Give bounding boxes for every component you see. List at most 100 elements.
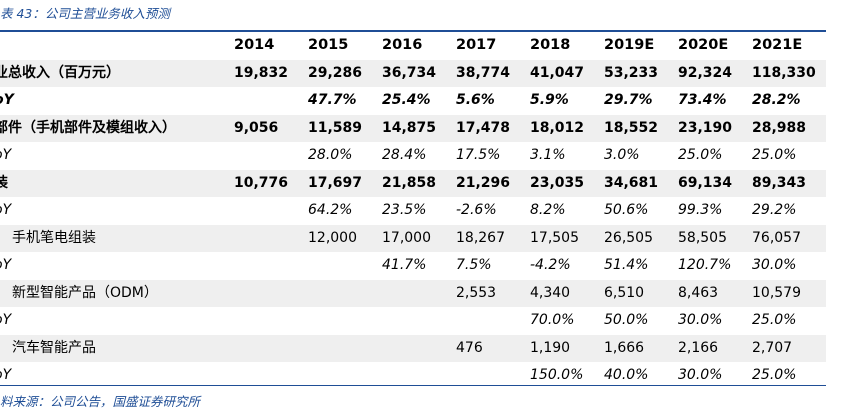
row-label: oY <box>0 147 12 163</box>
table-cell: 89,343 <box>752 174 807 191</box>
table-cell: 50.6% <box>604 202 649 218</box>
row-label: 新型智能产品（ODM） <box>12 284 158 301</box>
row-label: 汽车智能产品 <box>12 339 96 356</box>
table-cell: 73.4% <box>678 92 727 108</box>
table-cell: 25.0% <box>752 312 797 328</box>
table-cell: 69,134 <box>678 174 733 191</box>
row-label: 部件（手机部件及模组收入） <box>0 119 176 136</box>
table-cell: 28.2% <box>752 92 801 108</box>
table-cell: 11,589 <box>308 119 363 136</box>
table-body: 业总收入（百万元） 19,832 29,286 36,734 38,774 41,047 5… <box>0 59 826 390</box>
table-cell: 9,056 <box>234 119 279 136</box>
table-cell: 92,324 <box>678 64 733 81</box>
table-cell: 76,057 <box>752 229 801 246</box>
column-header: 2019E <box>604 37 655 53</box>
column-header: 2017 <box>456 37 497 53</box>
column-header: 2015 <box>308 37 349 53</box>
table-cell: 17.5% <box>456 147 501 163</box>
column-header: 2018 <box>530 37 571 53</box>
table-cell: 18,267 <box>456 229 505 246</box>
table-caption: 表 43：公司主营业务收入预测 <box>0 6 170 21</box>
table-row: oY 150.0% 40.0% 30.0% 25.0% <box>0 362 826 390</box>
revenue-forecast-table: 2014 2015 2016 2017 2018 2019E 2020E 2021E 业总收入… <box>0 32 826 390</box>
table-cell: 8.2% <box>530 202 566 218</box>
table-cell: 40.0% <box>604 367 649 383</box>
row-label: oY <box>0 312 12 328</box>
row-label: 手机笔电组装 <box>12 229 96 246</box>
table-row: oY 64.2% 23.5% -2.6% 8.2% 50.6% 99.3% 29.2% <box>0 197 826 225</box>
table-cell: 5.6% <box>456 92 495 108</box>
table-cell: 70.0% <box>530 312 575 328</box>
table-cell: 51.4% <box>604 257 649 273</box>
table-cell: 30.0% <box>752 257 797 273</box>
table-cell: 28.4% <box>382 147 427 163</box>
row-label: 业总收入（百万元） <box>0 64 120 81</box>
table-cell: 38,774 <box>456 64 511 81</box>
table-cell: 41.7% <box>382 257 427 273</box>
table-cell: 25.0% <box>752 147 797 163</box>
table-cell: 28.0% <box>308 147 353 163</box>
table-cell: 10,579 <box>752 284 801 301</box>
source-note: 料来源：公司公告，国盛证券研究所 <box>0 394 201 409</box>
table-header-row: 2014 2015 2016 2017 2018 2019E 2020E 2021E <box>0 32 826 60</box>
table-cell: 21,858 <box>382 174 437 191</box>
table-cell: 14,875 <box>382 119 437 136</box>
table-row: oY 47.7% 25.4% 5.6% 5.9% 29.7% 73.4% 28.2% <box>0 87 826 115</box>
table-cell: 50.0% <box>604 312 649 328</box>
table-cell: 150.0% <box>530 367 584 383</box>
table-row: 手机笔电组装 12,000 17,000 18,267 17,505 26,505 58,5… <box>0 224 826 252</box>
row-label: oY <box>0 257 12 273</box>
table-bottom-rule <box>0 385 826 386</box>
table-cell: 28,988 <box>752 119 807 136</box>
table-row: oY 28.0% 28.4% 17.5% 3.1% 3.0% 25.0% 25.0% <box>0 142 826 170</box>
table-cell: -4.2% <box>530 257 571 273</box>
table-cell: 476 <box>456 339 483 356</box>
table-cell: 23,190 <box>678 119 733 136</box>
table-cell: 18,012 <box>530 119 585 136</box>
table-cell: 118,330 <box>752 64 816 81</box>
table-cell: 120.7% <box>678 257 732 273</box>
table-cell: 1,666 <box>604 339 645 356</box>
table-row: 汽车智能产品 476 1,190 1,666 2,166 2,707 <box>0 334 826 362</box>
table-cell: 17,000 <box>382 229 431 246</box>
table-top-rule <box>0 30 826 32</box>
table-cell: 4,340 <box>530 284 571 301</box>
column-header: 2020E <box>678 37 729 53</box>
table-cell: 41,047 <box>530 64 585 81</box>
table-row: oY 41.7% 7.5% -4.2% 51.4% 120.7% 30.0% <box>0 252 826 280</box>
table-cell: 17,697 <box>308 174 363 191</box>
table-cell: -2.6% <box>456 202 497 218</box>
table-cell: 23.5% <box>382 202 427 218</box>
row-label: 装 <box>0 174 8 191</box>
table-cell: 2,707 <box>752 339 793 356</box>
table-cell: 25.0% <box>678 147 723 163</box>
table-cell: 8,463 <box>678 284 719 301</box>
table-cell: 23,035 <box>530 174 585 191</box>
row-label: oY <box>0 92 14 108</box>
table-cell: 3.0% <box>604 147 640 163</box>
column-header: 2016 <box>382 37 423 53</box>
table-cell: 30.0% <box>678 312 723 328</box>
table-cell: 99.3% <box>678 202 723 218</box>
column-header: 2014 <box>234 37 275 53</box>
row-label: oY <box>0 367 12 383</box>
table-cell: 29.2% <box>752 202 797 218</box>
table-cell: 18,552 <box>604 119 659 136</box>
table-cell: 53,233 <box>604 64 659 81</box>
table-row: 装 10,776 17,697 21,858 21,296 23,035 34,681 69,… <box>0 169 826 197</box>
table-cell: 6,510 <box>604 284 645 301</box>
table-cell: 2,553 <box>456 284 497 301</box>
table-cell: 2,166 <box>678 339 719 356</box>
table-cell: 7.5% <box>456 257 492 273</box>
table-cell: 47.7% <box>308 92 357 108</box>
table-cell: 12,000 <box>308 229 357 246</box>
table-row: 部件（手机部件及模组收入） 9,056 11,589 14,875 17,478 18,0… <box>0 114 826 142</box>
table-cell: 10,776 <box>234 174 289 191</box>
table-cell: 17,478 <box>456 119 511 136</box>
table-cell: 26,505 <box>604 229 653 246</box>
column-header: 2021E <box>752 37 803 53</box>
table-cell: 17,505 <box>530 229 579 246</box>
table-cell: 25.4% <box>382 92 431 108</box>
table-cell: 64.2% <box>308 202 353 218</box>
table-cell: 25.0% <box>752 367 797 383</box>
